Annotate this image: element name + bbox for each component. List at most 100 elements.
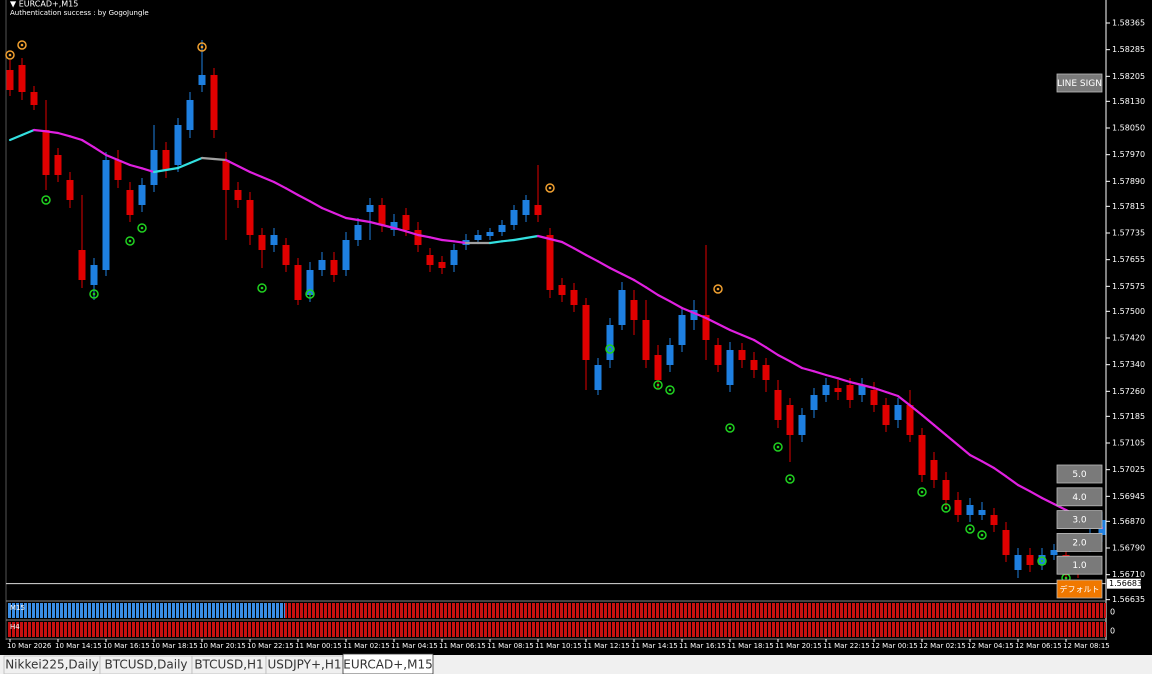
ma-segment (740, 333, 756, 342)
candle-body (438, 262, 446, 268)
button-label[interactable]: 3.0 (1072, 516, 1087, 526)
ma-segment (548, 237, 564, 244)
buy-signal (125, 236, 135, 246)
button-label[interactable]: デフォルト (1060, 584, 1100, 594)
candle-body (642, 320, 650, 360)
x-tick-label: 11 Mar 16:15 (679, 642, 726, 650)
candle-body (138, 185, 146, 205)
ma-segment (32, 128, 48, 133)
button-label[interactable]: 1.0 (1072, 561, 1087, 571)
ma-segment (932, 423, 948, 437)
m15-trend-up (7, 603, 285, 618)
ma-segment (1040, 496, 1056, 506)
ma-segment (620, 272, 636, 282)
candle-body (906, 405, 914, 435)
candle-body (534, 205, 542, 215)
ma-segment (596, 260, 612, 270)
y-tick-label: 1.57575 (1112, 282, 1145, 291)
ma-segment (524, 234, 540, 240)
tab-label[interactable]: USDJPY+,H1 (267, 658, 341, 672)
candle-body (78, 250, 86, 280)
tab[interactable] (342, 653, 434, 674)
y-tick-label: 1.58285 (1112, 45, 1145, 54)
ma-segment (104, 153, 120, 162)
button-label[interactable]: 5.0 (1072, 470, 1087, 480)
ma-segment (260, 175, 276, 184)
ma-segment (368, 220, 384, 227)
y-tick-label: 1.57890 (1112, 177, 1145, 186)
candle-body (1002, 530, 1010, 555)
y-tick-label: 1.57815 (1112, 202, 1145, 211)
buy-signal-dot (92, 292, 96, 296)
ma-segment (812, 370, 828, 377)
tab-label[interactable]: BTCUSD,Daily (104, 658, 187, 672)
y-tick-label: 1.58050 (1112, 124, 1145, 133)
x-tick-label: 11 Mar 06:15 (439, 642, 486, 650)
button[interactable] (1056, 533, 1103, 552)
button[interactable] (1056, 73, 1103, 93)
buy-signal-dot (260, 286, 264, 290)
button[interactable] (1056, 464, 1103, 484)
ma-segment (92, 146, 108, 157)
buy-signal (257, 283, 267, 293)
candle-body (726, 350, 734, 385)
candle-body (486, 232, 494, 236)
buy-signal (605, 344, 615, 354)
ma-segment (560, 240, 576, 250)
button[interactable] (1056, 579, 1103, 599)
candle-body (522, 200, 530, 215)
ma-segment (848, 380, 864, 387)
candle-body (114, 160, 122, 180)
buy-signal (665, 385, 675, 395)
buy-signal (977, 530, 987, 540)
ma-segment (1052, 502, 1068, 512)
candle-body (798, 415, 806, 435)
tab-label[interactable]: EURCAD+,M15 (343, 658, 432, 672)
ma-segment (284, 187, 300, 197)
buy-signal-dot (668, 388, 672, 392)
candle-body (570, 290, 578, 305)
ma-segment (8, 133, 24, 142)
candle-body (786, 405, 794, 435)
candle-body (810, 395, 818, 410)
ma-segment (968, 453, 984, 463)
candle-body (294, 265, 302, 300)
candle-body (330, 260, 338, 275)
x-tick-label: 10 Mar 22:15 (247, 642, 294, 650)
candle-body (282, 245, 290, 265)
ma-segment (44, 130, 60, 135)
current-price-box (1107, 578, 1141, 589)
x-tick-label: 11 Mar 22:15 (823, 642, 870, 650)
sell-signal-dot (20, 43, 24, 47)
y-tick-label: 1.58365 (1112, 19, 1145, 28)
h4-trend-down (7, 622, 1106, 637)
y-tick-label: 1.57420 (1112, 334, 1145, 343)
candle-body (102, 160, 110, 270)
ma-segment (224, 158, 240, 168)
ma-segment (20, 128, 36, 137)
button[interactable] (1056, 510, 1103, 530)
x-tick-label: 11 Mar 08:15 (487, 642, 534, 650)
button[interactable] (1056, 555, 1103, 575)
candle-body (366, 205, 374, 212)
ma-segment (500, 238, 516, 243)
candle-body (918, 435, 926, 475)
ma-segment (692, 311, 708, 320)
tab-label[interactable]: BTCUSD,H1 (194, 658, 263, 672)
sell-signal (713, 284, 723, 294)
button-label[interactable]: 2.0 (1072, 538, 1087, 548)
button-label[interactable]: 4.0 (1072, 493, 1087, 503)
ma-segment (992, 466, 1008, 478)
tab-label[interactable]: Nikkei225,Daily (5, 658, 99, 672)
candle-body (894, 405, 902, 420)
button[interactable] (1056, 487, 1103, 507)
buy-signal (965, 524, 975, 534)
ma-segment (704, 316, 720, 326)
button-label[interactable]: LINE SIGN (1057, 79, 1102, 89)
ma-segment (944, 433, 960, 447)
candle-body (42, 130, 50, 175)
x-tick-label: 11 Mar 12:15 (583, 642, 630, 650)
candle-body (378, 205, 386, 225)
buy-signal-dot (980, 533, 984, 537)
ma-segment (788, 360, 804, 370)
